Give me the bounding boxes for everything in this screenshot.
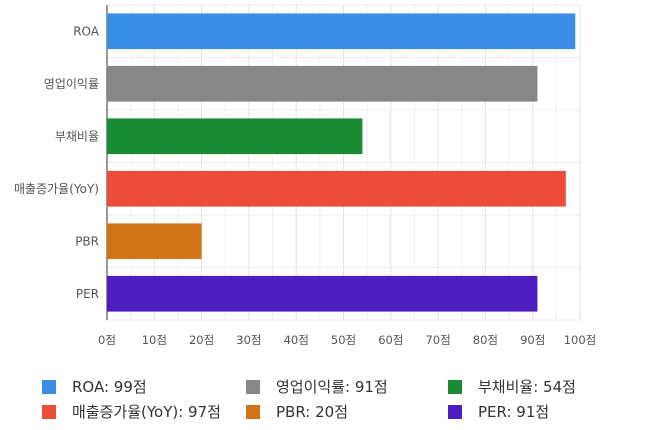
bar-group [107, 13, 576, 312]
x-tick-label: 0점 [98, 333, 116, 347]
bar-3[interactable] [107, 170, 566, 207]
legend-label: PER: 91점 [478, 403, 550, 421]
legend-item-revenue-growth[interactable]: 매출증가율(YoY): 97점 [42, 401, 221, 422]
legend-label: 매출증가율(YoY): 97점 [72, 403, 221, 421]
category-label: 영업이익률 [44, 77, 99, 91]
category-label: 부채비율 [55, 129, 99, 143]
bar-2[interactable] [107, 118, 363, 155]
x-axis-ticks: 0점 10점 20점 30점 40점 50점 60점 70점 80점 90점 100점 [98, 333, 596, 347]
bar-5[interactable] [107, 275, 538, 312]
legend-label: 부채비율: 54점 [478, 378, 576, 396]
category-label: 매출증가율(YoY) [14, 182, 99, 196]
x-tick-label: 20점 [189, 333, 214, 347]
x-tick-label: 40점 [284, 333, 309, 347]
legend-item-per[interactable]: PER: 91점 [448, 401, 549, 422]
x-tick-label: 80점 [473, 333, 498, 347]
bar-0[interactable] [107, 13, 576, 50]
category-label: PBR [75, 234, 99, 248]
bar-4[interactable] [107, 223, 202, 260]
legend-swatch [42, 379, 56, 394]
legend-swatch [246, 404, 260, 419]
legend-label: 영업이익률: 91점 [276, 378, 388, 396]
legend-label: ROA: 99점 [72, 378, 147, 396]
legend-swatch [448, 404, 462, 419]
legend-item-debt-ratio[interactable]: 부채비율: 54점 [448, 376, 576, 397]
x-tick-label: 10점 [142, 333, 167, 347]
grid-lines [106, 4, 581, 321]
x-tick-label: 30점 [236, 333, 261, 347]
bar-1[interactable] [107, 65, 538, 102]
x-tick-label: 100점 [564, 333, 597, 347]
x-tick-label: 70점 [425, 333, 450, 347]
legend-swatch [246, 379, 260, 394]
x-tick-label: 50점 [331, 333, 356, 347]
legend-item-pbr[interactable]: PBR: 20점 [246, 401, 348, 422]
legend-swatch [448, 379, 462, 394]
x-tick-label: 90점 [520, 333, 545, 347]
x-tick-label: 60점 [378, 333, 403, 347]
category-label: ROA [73, 24, 100, 38]
chart-legend: ROA: 99점 영업이익률: 91점 부채비율: 54점 매출증가율(YoY)… [0, 370, 650, 430]
legend-label: PBR: 20점 [276, 403, 349, 421]
legend-swatch [42, 404, 56, 419]
legend-item-roa[interactable]: ROA: 99점 [42, 376, 147, 397]
category-label: PER [76, 287, 99, 301]
legend-item-operating-margin[interactable]: 영업이익률: 91점 [246, 376, 388, 397]
